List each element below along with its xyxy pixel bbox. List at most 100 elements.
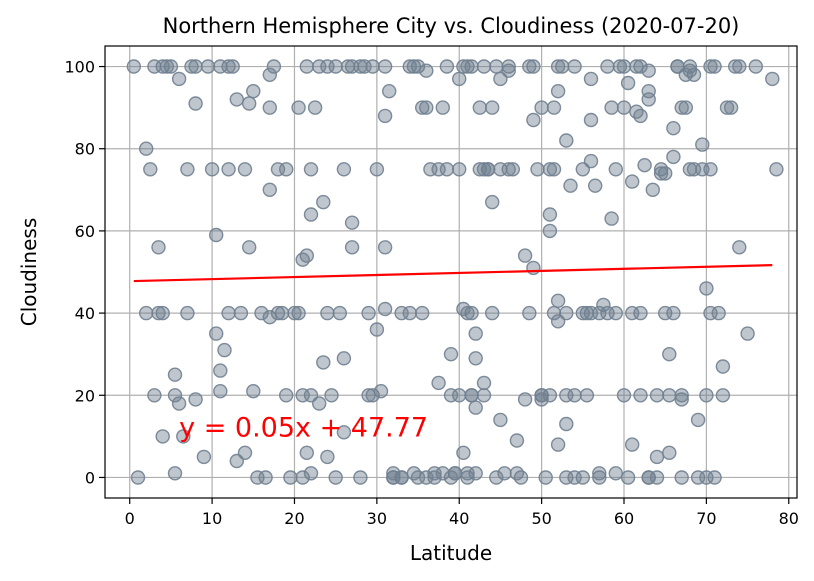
- scatter-point: [241, 240, 257, 255]
- scatter-point: [690, 412, 706, 428]
- scatter-point: [550, 83, 566, 99]
- scatter-point: [625, 174, 640, 189]
- scatter-point: [662, 347, 677, 362]
- scatter-point: [287, 305, 302, 321]
- scatter-point: [682, 59, 698, 74]
- scatter-point: [649, 449, 665, 465]
- scatter-point: [608, 466, 623, 481]
- scatter-point: [270, 305, 286, 321]
- scatter-point: [188, 392, 203, 407]
- scatter-point: [674, 392, 689, 407]
- scatter-point: [546, 162, 562, 177]
- y-axis-ticks: 0 20 40 60 80 100: [64, 58, 105, 487]
- scatter-point: [501, 63, 516, 78]
- scatter-point: [369, 162, 385, 177]
- scatter-point: [336, 425, 352, 440]
- scatter-point: [517, 392, 533, 407]
- scatter-point: [707, 470, 722, 485]
- scatter-point: [476, 162, 492, 177]
- scatter-point: [468, 466, 483, 481]
- scatter-point: [464, 388, 479, 403]
- scatter-point: [542, 162, 558, 177]
- scatter-point: [217, 342, 232, 358]
- scatter-point: [208, 227, 224, 243]
- scatter-point: [143, 162, 158, 177]
- scatter-point: [682, 63, 698, 78]
- scatter-point: [320, 305, 335, 321]
- scatter-point: [361, 305, 376, 321]
- x-tick-label: 40: [449, 509, 469, 528]
- scatter-point: [526, 260, 541, 276]
- scatter-point: [707, 59, 722, 74]
- scatter-point: [625, 437, 640, 452]
- scatter-point: [138, 305, 154, 321]
- scatter-point: [452, 388, 467, 403]
- scatter-point: [501, 162, 516, 177]
- scatter-point: [546, 100, 562, 115]
- scatter-point: [534, 100, 549, 115]
- scatter-point: [633, 108, 648, 124]
- scatter-point: [719, 100, 735, 115]
- scatter-point: [312, 396, 327, 411]
- scatter-point: [332, 305, 347, 321]
- scatter-point: [204, 162, 220, 177]
- y-tick-label: 100: [64, 58, 95, 77]
- scatter-point: [583, 112, 599, 128]
- scatter-point: [410, 59, 426, 74]
- scatter-point: [167, 367, 183, 382]
- scatter-point: [517, 248, 533, 263]
- scatter-point: [678, 100, 693, 115]
- scatter-point: [180, 162, 195, 177]
- scatter-point: [464, 305, 479, 321]
- x-tick-label: 60: [614, 509, 634, 528]
- scatter-point: [653, 166, 669, 181]
- scatter-point: [291, 305, 306, 321]
- scatter-point: [229, 92, 245, 107]
- scatter-point: [489, 59, 504, 74]
- scatter-point: [765, 71, 780, 87]
- scatter-point: [447, 466, 463, 481]
- scatter-point: [151, 305, 166, 321]
- scatter-point: [221, 162, 236, 177]
- scatter-point: [316, 194, 331, 210]
- scatter-point: [513, 470, 529, 485]
- scatter-point: [320, 449, 335, 465]
- scatter-point: [472, 100, 487, 115]
- scatter-point: [155, 305, 170, 321]
- scatter-point: [394, 470, 409, 485]
- scatter-point: [485, 100, 500, 115]
- scatter-point: [382, 83, 397, 99]
- scatter-point: [262, 182, 277, 198]
- scatter-point: [645, 182, 660, 198]
- scatter-point: [542, 223, 558, 239]
- scatter-point: [336, 162, 352, 177]
- scatter-points: [126, 59, 784, 485]
- scatter-point: [456, 301, 471, 317]
- scatter-point: [600, 59, 615, 74]
- scatter-point: [155, 429, 170, 444]
- scatter-point: [476, 388, 492, 403]
- y-tick-label: 20: [75, 386, 95, 405]
- scatter-point: [711, 305, 726, 321]
- scatter-point: [159, 59, 175, 74]
- scatter-point: [620, 75, 636, 91]
- scatter-point: [674, 100, 689, 115]
- scatter-point: [592, 470, 607, 485]
- scatter-point: [307, 100, 323, 115]
- scatter-point: [208, 326, 224, 341]
- scatter-point: [769, 162, 784, 177]
- regression-equation: y = 0.05x + 47.77: [179, 412, 428, 443]
- scatter-point: [493, 412, 508, 428]
- regression-line: [133, 264, 773, 283]
- scatter-point: [522, 305, 537, 321]
- scatter-point: [258, 470, 273, 485]
- scatter-point: [241, 96, 257, 111]
- scatter-point: [328, 59, 343, 74]
- scatter-point: [468, 326, 483, 341]
- scatter-point: [550, 293, 566, 308]
- scatter-point: [365, 388, 380, 403]
- scatter-point: [163, 59, 179, 74]
- scatter-point: [559, 416, 574, 432]
- scatter-point: [299, 59, 314, 74]
- scatter-point: [604, 100, 619, 115]
